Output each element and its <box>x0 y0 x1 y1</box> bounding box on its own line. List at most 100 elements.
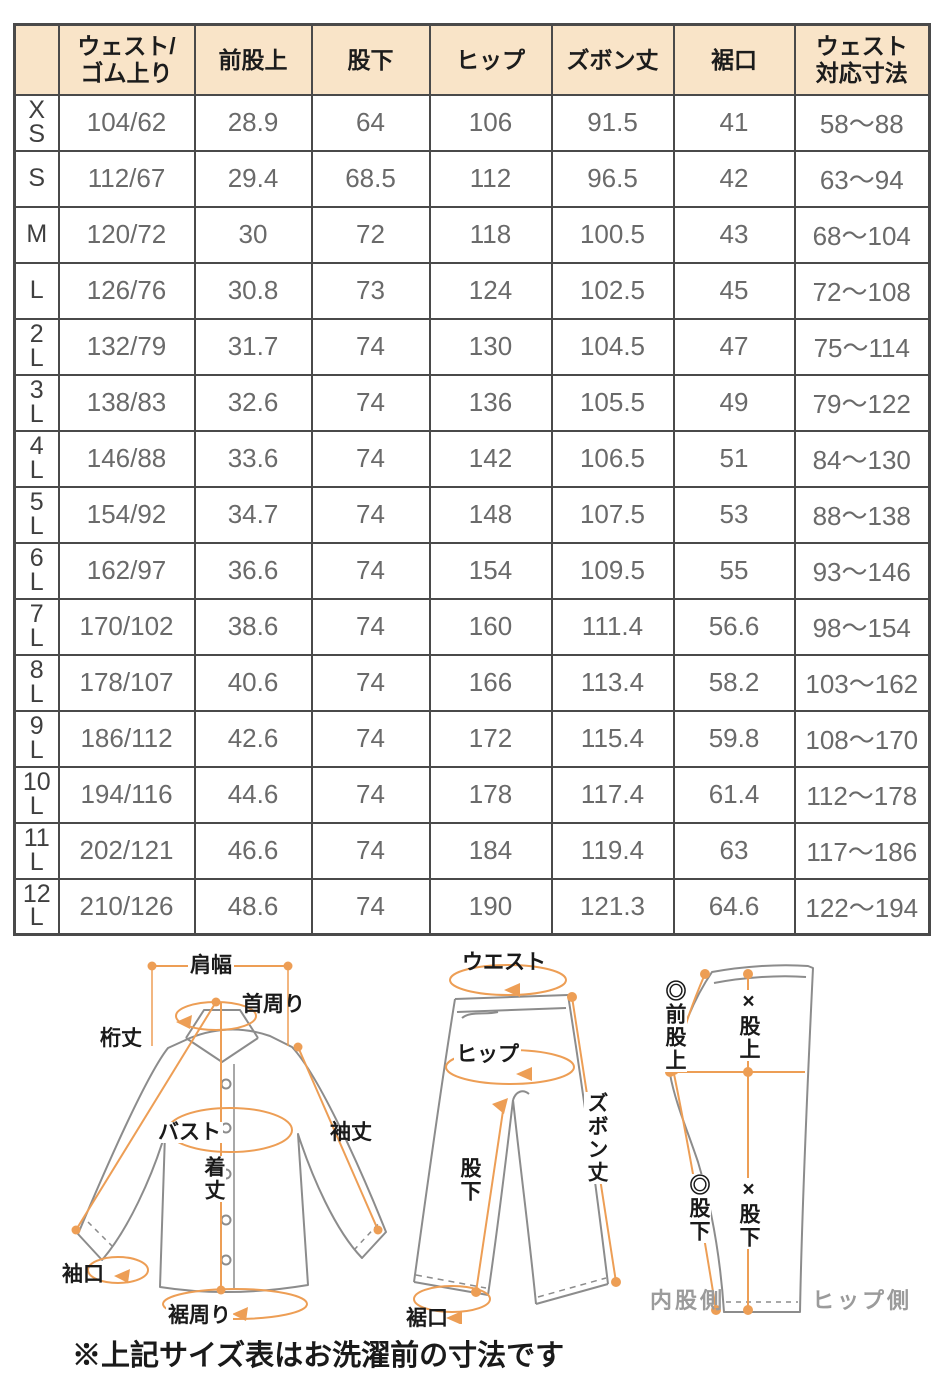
pants-front-measure-diagram: ウエスト ヒップ ズボン丈 股下 裾口 <box>400 951 660 1329</box>
size-label: 12 L <box>13 877 60 936</box>
value-cell: 56.6 <box>672 597 796 656</box>
pants-front-measure-dots <box>446 983 621 1324</box>
table-row: 12 L 210/126 48.6 74 190 121.3 64.6 122〜194 <box>13 877 931 936</box>
value-cell: 93〜146 <box>793 541 931 600</box>
value-cell: 74 <box>310 485 431 544</box>
measurement-diagrams: 肩幅 首周り 桁丈 バスト 着丈 袖丈 袖口 裾周り <box>0 951 940 1329</box>
value-cell: 170/102 <box>57 597 196 656</box>
waist-label: ウエスト <box>462 951 546 974</box>
table-row: 7 L 170/102 38.6 74 160 111.4 56.6 98〜154 <box>13 597 931 656</box>
value-cell: 106 <box>428 93 553 152</box>
column-header: ウェスト 対応寸法 <box>793 23 931 96</box>
value-cell: 73 <box>310 261 431 320</box>
value-cell: 36.6 <box>193 541 313 600</box>
value-cell: 190 <box>428 877 553 936</box>
corner-cell <box>13 23 60 96</box>
value-cell: 146/88 <box>57 429 196 488</box>
value-cell: 75〜114 <box>793 317 931 376</box>
value-cell: 178/107 <box>57 653 196 712</box>
bust-label: バスト <box>156 1121 223 1144</box>
value-cell: 138/83 <box>57 373 196 432</box>
value-cell: 154 <box>428 541 553 600</box>
value-cell: 33.6 <box>193 429 313 488</box>
value-cell: 28.9 <box>193 93 313 152</box>
value-cell: 109.5 <box>550 541 675 600</box>
value-cell: 178 <box>428 765 553 824</box>
pants-side-svg <box>665 964 814 1315</box>
value-cell: 64 <box>310 93 431 152</box>
value-cell: 148 <box>428 485 553 544</box>
value-cell: 74 <box>310 373 431 432</box>
inseam-left-label: ◎股下 <box>686 1174 711 1243</box>
value-cell: 107.5 <box>550 485 675 544</box>
value-cell: 64.6 <box>672 877 796 936</box>
value-cell: 74 <box>310 765 431 824</box>
value-cell: 49 <box>672 373 796 432</box>
value-cell: 55 <box>672 541 796 600</box>
value-cell: 210/126 <box>57 877 196 936</box>
value-cell: 74 <box>310 709 431 768</box>
rise-label: ×股上 <box>736 990 761 1061</box>
pants-length-label: ズボン丈 <box>584 1092 609 1184</box>
value-cell: 74 <box>310 429 431 488</box>
value-cell: 111.4 <box>550 597 675 656</box>
value-cell: 32.6 <box>193 373 313 432</box>
value-cell: 136 <box>428 373 553 432</box>
shirt-measure-diagram: 肩幅 首周り 桁丈 バスト 着丈 袖丈 袖口 裾周り <box>40 952 400 1326</box>
value-cell: 160 <box>428 597 553 656</box>
value-cell: 194/116 <box>57 765 196 824</box>
cuff-opening-label: 袖口 <box>62 1263 104 1286</box>
hip-side-label: ヒップ側 <box>812 1288 913 1313</box>
table-row: 2 L 132/79 31.7 74 130 104.5 47 75〜114 <box>13 317 931 376</box>
value-cell: 98〜154 <box>793 597 931 656</box>
inner-thigh-side-label: 内股側 <box>650 1288 726 1313</box>
table-row: 8 L 178/107 40.6 74 166 113.4 58.2 103〜162 <box>13 653 931 712</box>
table-row: L 126/76 30.8 73 124 102.5 45 72〜108 <box>13 261 931 320</box>
value-cell: 31.7 <box>193 317 313 376</box>
table-row: 9 L 186/112 42.6 74 172 115.4 59.8 108〜170 <box>13 709 931 768</box>
value-cell: 132/79 <box>57 317 196 376</box>
value-cell: 104/62 <box>57 93 196 152</box>
value-cell: 74 <box>310 541 431 600</box>
column-header: ズボン丈 <box>550 23 675 96</box>
column-header: 前股上 <box>193 23 313 96</box>
value-cell: 126/76 <box>57 261 196 320</box>
value-cell: 42.6 <box>193 709 313 768</box>
value-cell: 58〜88 <box>793 93 931 152</box>
value-cell: 79〜122 <box>793 373 931 432</box>
value-cell: 103〜162 <box>793 653 931 712</box>
value-cell: 74 <box>310 877 431 936</box>
table-row: 3 L 138/83 32.6 74 136 105.5 49 79〜122 <box>13 373 931 432</box>
value-cell: 44.6 <box>193 765 313 824</box>
table-row: S 112/67 29.4 68.5 112 96.5 42 63〜94 <box>13 149 931 208</box>
value-cell: 63 <box>672 821 796 880</box>
value-cell: 104.5 <box>550 317 675 376</box>
table-row: 6 L 162/97 36.6 74 154 109.5 55 93〜146 <box>13 541 931 600</box>
value-cell: 30.8 <box>193 261 313 320</box>
value-cell: 106.5 <box>550 429 675 488</box>
table-row: 10 L 194/116 44.6 74 178 117.4 61.4 112〜178 <box>13 765 931 824</box>
neck-girth-label: 首周り <box>242 993 305 1016</box>
value-cell: 115.4 <box>550 709 675 768</box>
value-cell: 72〜108 <box>793 261 931 320</box>
shoulder-width-label: 肩幅 <box>188 954 234 977</box>
yuki-length-label: 桁丈 <box>98 1027 144 1050</box>
value-cell: 42 <box>672 149 796 208</box>
value-cell: 117〜186 <box>793 821 931 880</box>
value-cell: 45 <box>672 261 796 320</box>
value-cell: 121.3 <box>550 877 675 936</box>
table-row: 11 L 202/121 46.6 74 184 119.4 63 117〜186 <box>13 821 931 880</box>
value-cell: 130 <box>428 317 553 376</box>
size-label: S <box>13 149 60 208</box>
sleeve-length-label: 袖丈 <box>330 1121 372 1144</box>
value-cell: 47 <box>672 317 796 376</box>
inseam-label: 股下 <box>457 1157 482 1203</box>
value-cell: 122〜194 <box>793 877 931 936</box>
value-cell: 166 <box>428 653 553 712</box>
value-cell: 154/92 <box>57 485 196 544</box>
size-label: 10 L <box>13 765 60 824</box>
